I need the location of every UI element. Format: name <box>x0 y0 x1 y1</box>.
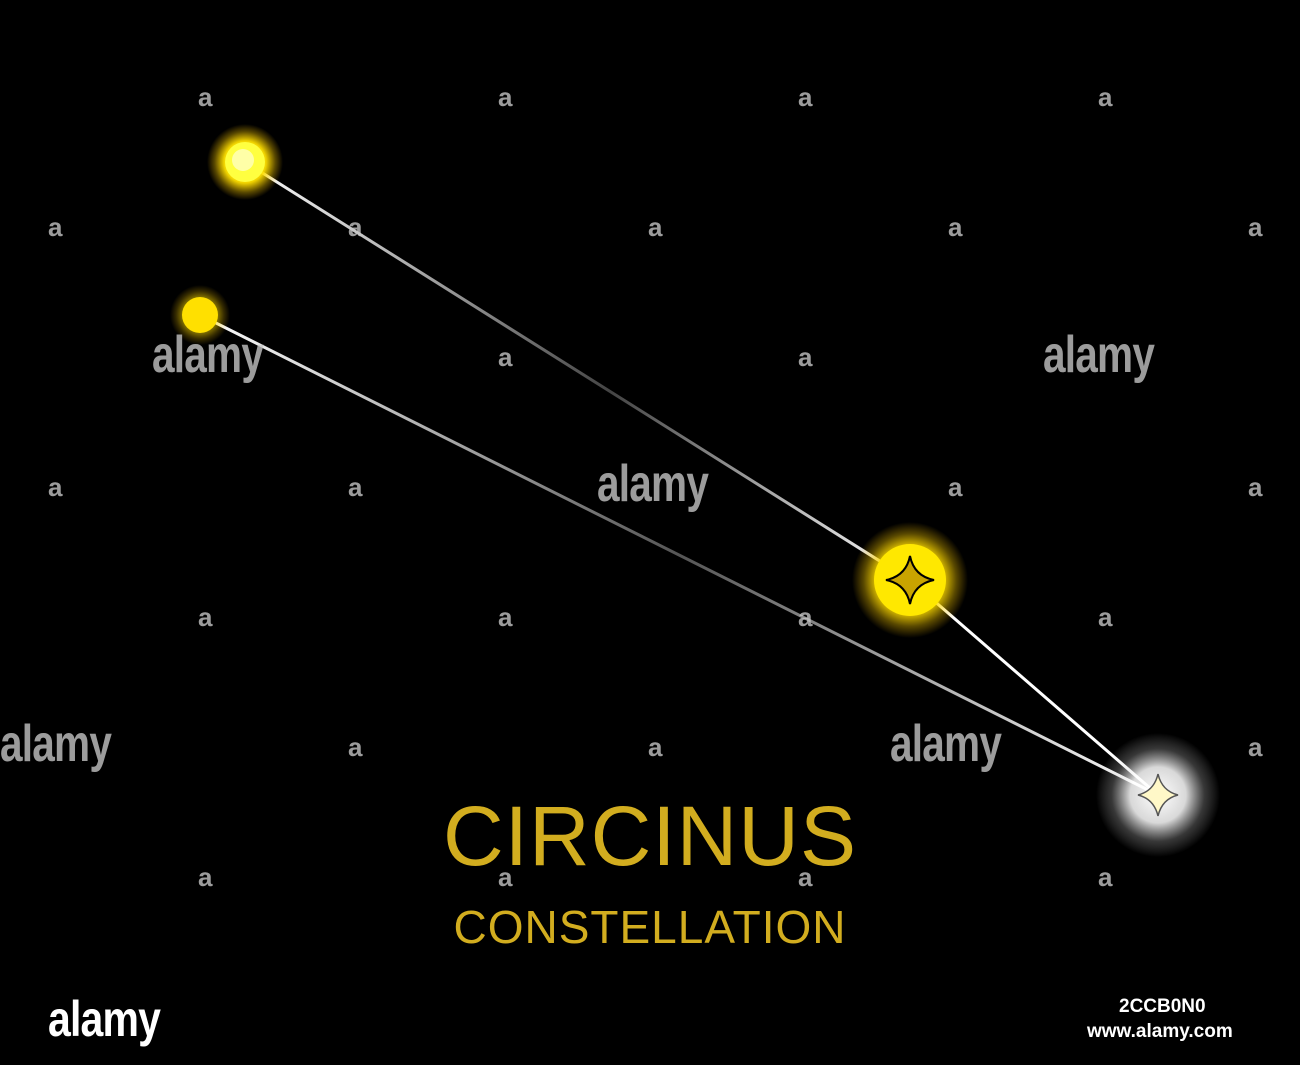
alamy-logo: alamy <box>48 991 161 1047</box>
watermark-small: a <box>648 212 663 242</box>
watermark-small: a <box>798 862 813 892</box>
watermark-small: a <box>348 472 363 502</box>
star-middle-right <box>852 522 968 638</box>
watermark-small: a <box>198 602 213 632</box>
watermark-small: a <box>1098 82 1113 112</box>
watermark-big: alamy <box>152 326 264 384</box>
site-url: www.alamy.com <box>1087 1021 1233 1042</box>
star-top-left <box>207 124 283 200</box>
watermark-small: a <box>798 342 813 372</box>
watermark-big: alamy <box>597 455 709 513</box>
watermark-small: a <box>498 82 513 112</box>
constellation-title: CIRCINUS <box>442 789 857 883</box>
watermark-big: alamy <box>1043 326 1155 384</box>
watermark-small: a <box>1248 732 1263 762</box>
watermark-small: a <box>48 212 63 242</box>
watermark-small: a <box>1098 862 1113 892</box>
watermark-small: a <box>498 342 513 372</box>
watermark-small: a <box>348 732 363 762</box>
watermark-big: alamy <box>0 715 112 773</box>
watermark-small: a <box>798 82 813 112</box>
watermark-small: a <box>798 602 813 632</box>
star-mid-left <box>170 285 230 345</box>
watermark-small: a <box>648 732 663 762</box>
watermark-small: a <box>348 212 363 242</box>
watermark-small: a <box>948 212 963 242</box>
watermark-small: a <box>198 82 213 112</box>
watermark-small: a <box>498 862 513 892</box>
watermark-small: a <box>1248 212 1263 242</box>
watermark-small: a <box>498 602 513 632</box>
image-id: 2CCB0N0 <box>1119 996 1206 1017</box>
watermark-small: a <box>1248 472 1263 502</box>
connection-line-top-left-to-middle-right <box>244 160 911 582</box>
watermark-small: a <box>198 862 213 892</box>
connection-line-mid-left-to-bottom-right <box>199 313 1159 797</box>
star-bottom-right <box>1096 733 1220 857</box>
watermark-big: alamy <box>890 715 1002 773</box>
watermark-small: a <box>948 472 963 502</box>
constellation-subtitle: CONSTELLATION <box>453 901 847 953</box>
watermark-small: a <box>1098 602 1113 632</box>
watermark-small: a <box>48 472 63 502</box>
